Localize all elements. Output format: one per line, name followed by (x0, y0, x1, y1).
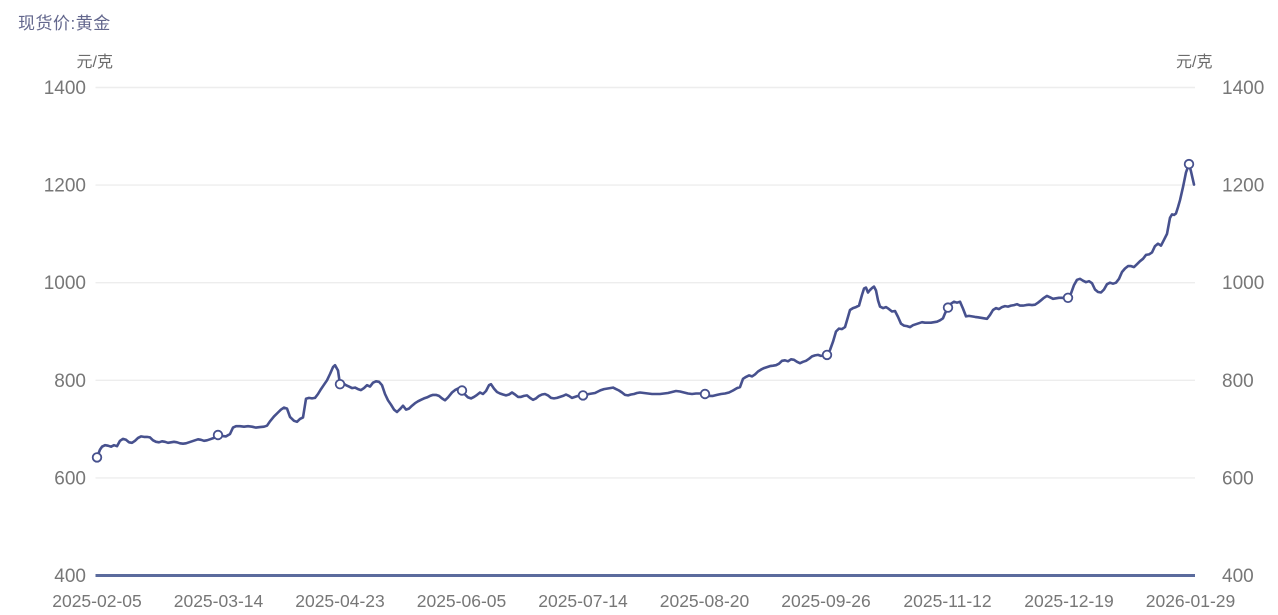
data-point-marker[interactable] (942, 302, 954, 313)
y-axis-unit-right: 元/克 (1176, 54, 1213, 71)
chart-title: 现货价:黄金 (18, 14, 111, 33)
x-axis-label: 2026-01-29 (1146, 591, 1236, 611)
y-axis-unit-left: 元/克 (76, 54, 113, 71)
x-axis-label: 2025-06-05 (417, 591, 507, 611)
x-axis-label: 2025-04-23 (295, 591, 385, 611)
data-point-marker[interactable] (699, 388, 711, 400)
data-point-marker[interactable] (577, 390, 589, 401)
y-axis-label-left: 400 (54, 566, 86, 587)
x-axis-label: 2025-02-05 (52, 591, 142, 611)
price-line[interactable] (95, 162, 1196, 459)
x-axis-label: 2025-09-26 (781, 591, 871, 611)
data-point-marker[interactable] (821, 349, 833, 361)
data-point-marker[interactable] (334, 379, 346, 390)
y-axis-label-left: 600 (54, 468, 86, 489)
y-axis-label-left: 800 (54, 371, 86, 392)
y-axis-label-right: 800 (1222, 371, 1254, 392)
data-point-marker[interactable] (1183, 158, 1195, 170)
data-point-marker[interactable] (1062, 292, 1074, 304)
x-axis-label: 2025-11-12 (903, 591, 991, 611)
x-axis-label: 2025-08-20 (660, 591, 750, 611)
x-axis-label: 2025-03-14 (174, 591, 264, 611)
y-axis-label-left: 1400 (44, 78, 86, 99)
y-axis-label-right: 1000 (1222, 273, 1264, 294)
y-axis-label-right: 1400 (1222, 78, 1264, 99)
y-axis-label-left: 1200 (44, 176, 86, 197)
x-axis-label: 2025-07-14 (538, 591, 628, 611)
data-point-marker[interactable] (91, 452, 103, 463)
y-axis-label-right: 400 (1222, 566, 1254, 587)
data-point-marker[interactable] (456, 385, 468, 396)
x-axis-label: 2025-12-19 (1024, 591, 1114, 611)
data-point-marker[interactable] (212, 429, 224, 441)
y-axis-label-right: 600 (1222, 468, 1254, 489)
y-axis-label-right: 1200 (1222, 176, 1264, 197)
y-axis-label-left: 1000 (44, 273, 86, 294)
